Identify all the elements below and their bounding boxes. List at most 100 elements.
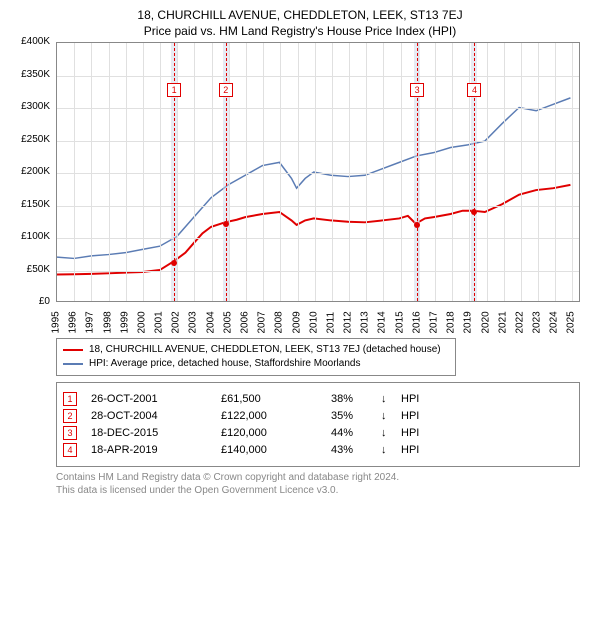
x-axis-label: 2023: [532, 310, 543, 334]
row-date: 18-DEC-2015: [91, 427, 221, 439]
row-pct: 35%: [331, 410, 381, 422]
row-hpi: HPI: [401, 410, 573, 422]
x-axis-label: 2022: [514, 310, 525, 334]
gridline-v: [246, 43, 247, 301]
x-axis-label: 2001: [154, 310, 165, 334]
x-axis-label: 1996: [68, 310, 79, 334]
row-price: £122,000: [221, 410, 331, 422]
x-axis-label: 2009: [291, 310, 302, 334]
x-axis-label: 2018: [446, 310, 457, 334]
gridline-v: [435, 43, 436, 301]
data-point: [223, 221, 229, 227]
footer-line-1: Contains HM Land Registry data © Crown c…: [56, 471, 592, 484]
x-axis-label: 2021: [497, 310, 508, 334]
x-axis-label: 2010: [308, 310, 319, 334]
table-row: 126-OCT-2001£61,50038%↓HPI: [63, 392, 573, 406]
gridline-v: [572, 43, 573, 301]
table-row: 2 28-OCT-2004£122,00035%↓HPI: [63, 409, 573, 423]
marker-box: 2: [219, 83, 233, 97]
chart-area: 1234 £0£50K£100K£150K£200K£250K£300K£350…: [8, 42, 592, 332]
transactions-table: 126-OCT-2001£61,50038%↓HPI228-OCT-2004£1…: [56, 382, 580, 467]
x-axis-label: 2019: [463, 310, 474, 334]
x-axis-label: 2007: [257, 310, 268, 334]
x-axis-label: 2012: [343, 310, 354, 334]
y-axis-label: £250K: [10, 134, 50, 145]
y-axis-label: £400K: [10, 36, 50, 47]
row-date: 18-APR-2019: [91, 444, 221, 456]
y-axis-label: £300K: [10, 101, 50, 112]
row-pct: 43%: [331, 444, 381, 456]
row-price: £140,000: [221, 444, 331, 456]
gridline-v: [469, 43, 470, 301]
chart-subtitle: Price paid vs. HM Land Registry's House …: [8, 24, 592, 38]
series-hpi: [57, 98, 570, 259]
y-axis-label: £200K: [10, 166, 50, 177]
gridline-v: [366, 43, 367, 301]
legend-label: 18, CHURCHILL AVENUE, CHEDDLETON, LEEK, …: [89, 343, 441, 357]
y-axis-label: £150K: [10, 199, 50, 210]
gridline-v: [229, 43, 230, 301]
arrow-down-icon: ↓: [381, 444, 401, 456]
series-property: [57, 185, 570, 275]
row-pct: 38%: [331, 393, 381, 405]
arrow-down-icon: ↓: [381, 393, 401, 405]
gridline-v: [143, 43, 144, 301]
gridline-v: [349, 43, 350, 301]
gridline-v: [538, 43, 539, 301]
gridline-v: [126, 43, 127, 301]
gridline-h: [57, 173, 579, 174]
gridline-h: [57, 141, 579, 142]
page: 18, CHURCHILL AVENUE, CHEDDLETON, LEEK, …: [0, 0, 600, 501]
gridline-h: [57, 108, 579, 109]
gridline-h: [57, 206, 579, 207]
gridline-v: [160, 43, 161, 301]
gridline-v: [452, 43, 453, 301]
row-date: 28-OCT-2004: [91, 410, 221, 422]
x-axis-label: 2024: [549, 310, 560, 334]
gridline-v: [504, 43, 505, 301]
gridline-v: [109, 43, 110, 301]
marker-line: [226, 43, 227, 301]
y-axis-label: £50K: [10, 264, 50, 275]
row-date: 26-OCT-2001: [91, 393, 221, 405]
x-axis-label: 2011: [325, 310, 336, 334]
x-axis-label: 1997: [85, 310, 96, 334]
legend-swatch: [63, 349, 83, 351]
gridline-h: [57, 76, 579, 77]
x-axis-label: 2006: [239, 310, 250, 334]
gridline-v: [555, 43, 556, 301]
x-axis-label: 2000: [136, 310, 147, 334]
marker-line: [474, 43, 475, 301]
x-axis-label: 2013: [360, 310, 371, 334]
x-axis-label: 2020: [480, 310, 491, 334]
row-marker: 2: [63, 409, 77, 423]
chart-svg: [57, 43, 579, 301]
row-hpi: HPI: [401, 444, 573, 456]
marker-box: 1: [167, 83, 181, 97]
row-hpi: HPI: [401, 393, 573, 405]
x-axis-label: 2005: [222, 310, 233, 334]
row-price: £120,000: [221, 427, 331, 439]
arrow-down-icon: ↓: [381, 410, 401, 422]
row-pct: 44%: [331, 427, 381, 439]
legend: 18, CHURCHILL AVENUE, CHEDDLETON, LEEK, …: [56, 338, 456, 376]
x-axis-label: 1998: [102, 310, 113, 334]
gridline-v: [383, 43, 384, 301]
x-axis-label: 2016: [411, 310, 422, 334]
plot: 1234: [56, 42, 580, 302]
marker-line: [417, 43, 418, 301]
row-marker: 4: [63, 443, 77, 457]
gridline-v: [315, 43, 316, 301]
gridline-v: [194, 43, 195, 301]
row-price: £61,500: [221, 393, 331, 405]
gridline-v: [298, 43, 299, 301]
titles: 18, CHURCHILL AVENUE, CHEDDLETON, LEEK, …: [8, 8, 592, 38]
x-axis-label: 2014: [377, 310, 388, 334]
arrow-down-icon: ↓: [381, 427, 401, 439]
gridline-v: [177, 43, 178, 301]
legend-item: 18, CHURCHILL AVENUE, CHEDDLETON, LEEK, …: [63, 343, 449, 357]
legend-swatch: [63, 363, 83, 365]
marker-box: 3: [410, 83, 424, 97]
x-axis-label: 2003: [188, 310, 199, 334]
legend-item: HPI: Average price, detached house, Staf…: [63, 357, 449, 371]
